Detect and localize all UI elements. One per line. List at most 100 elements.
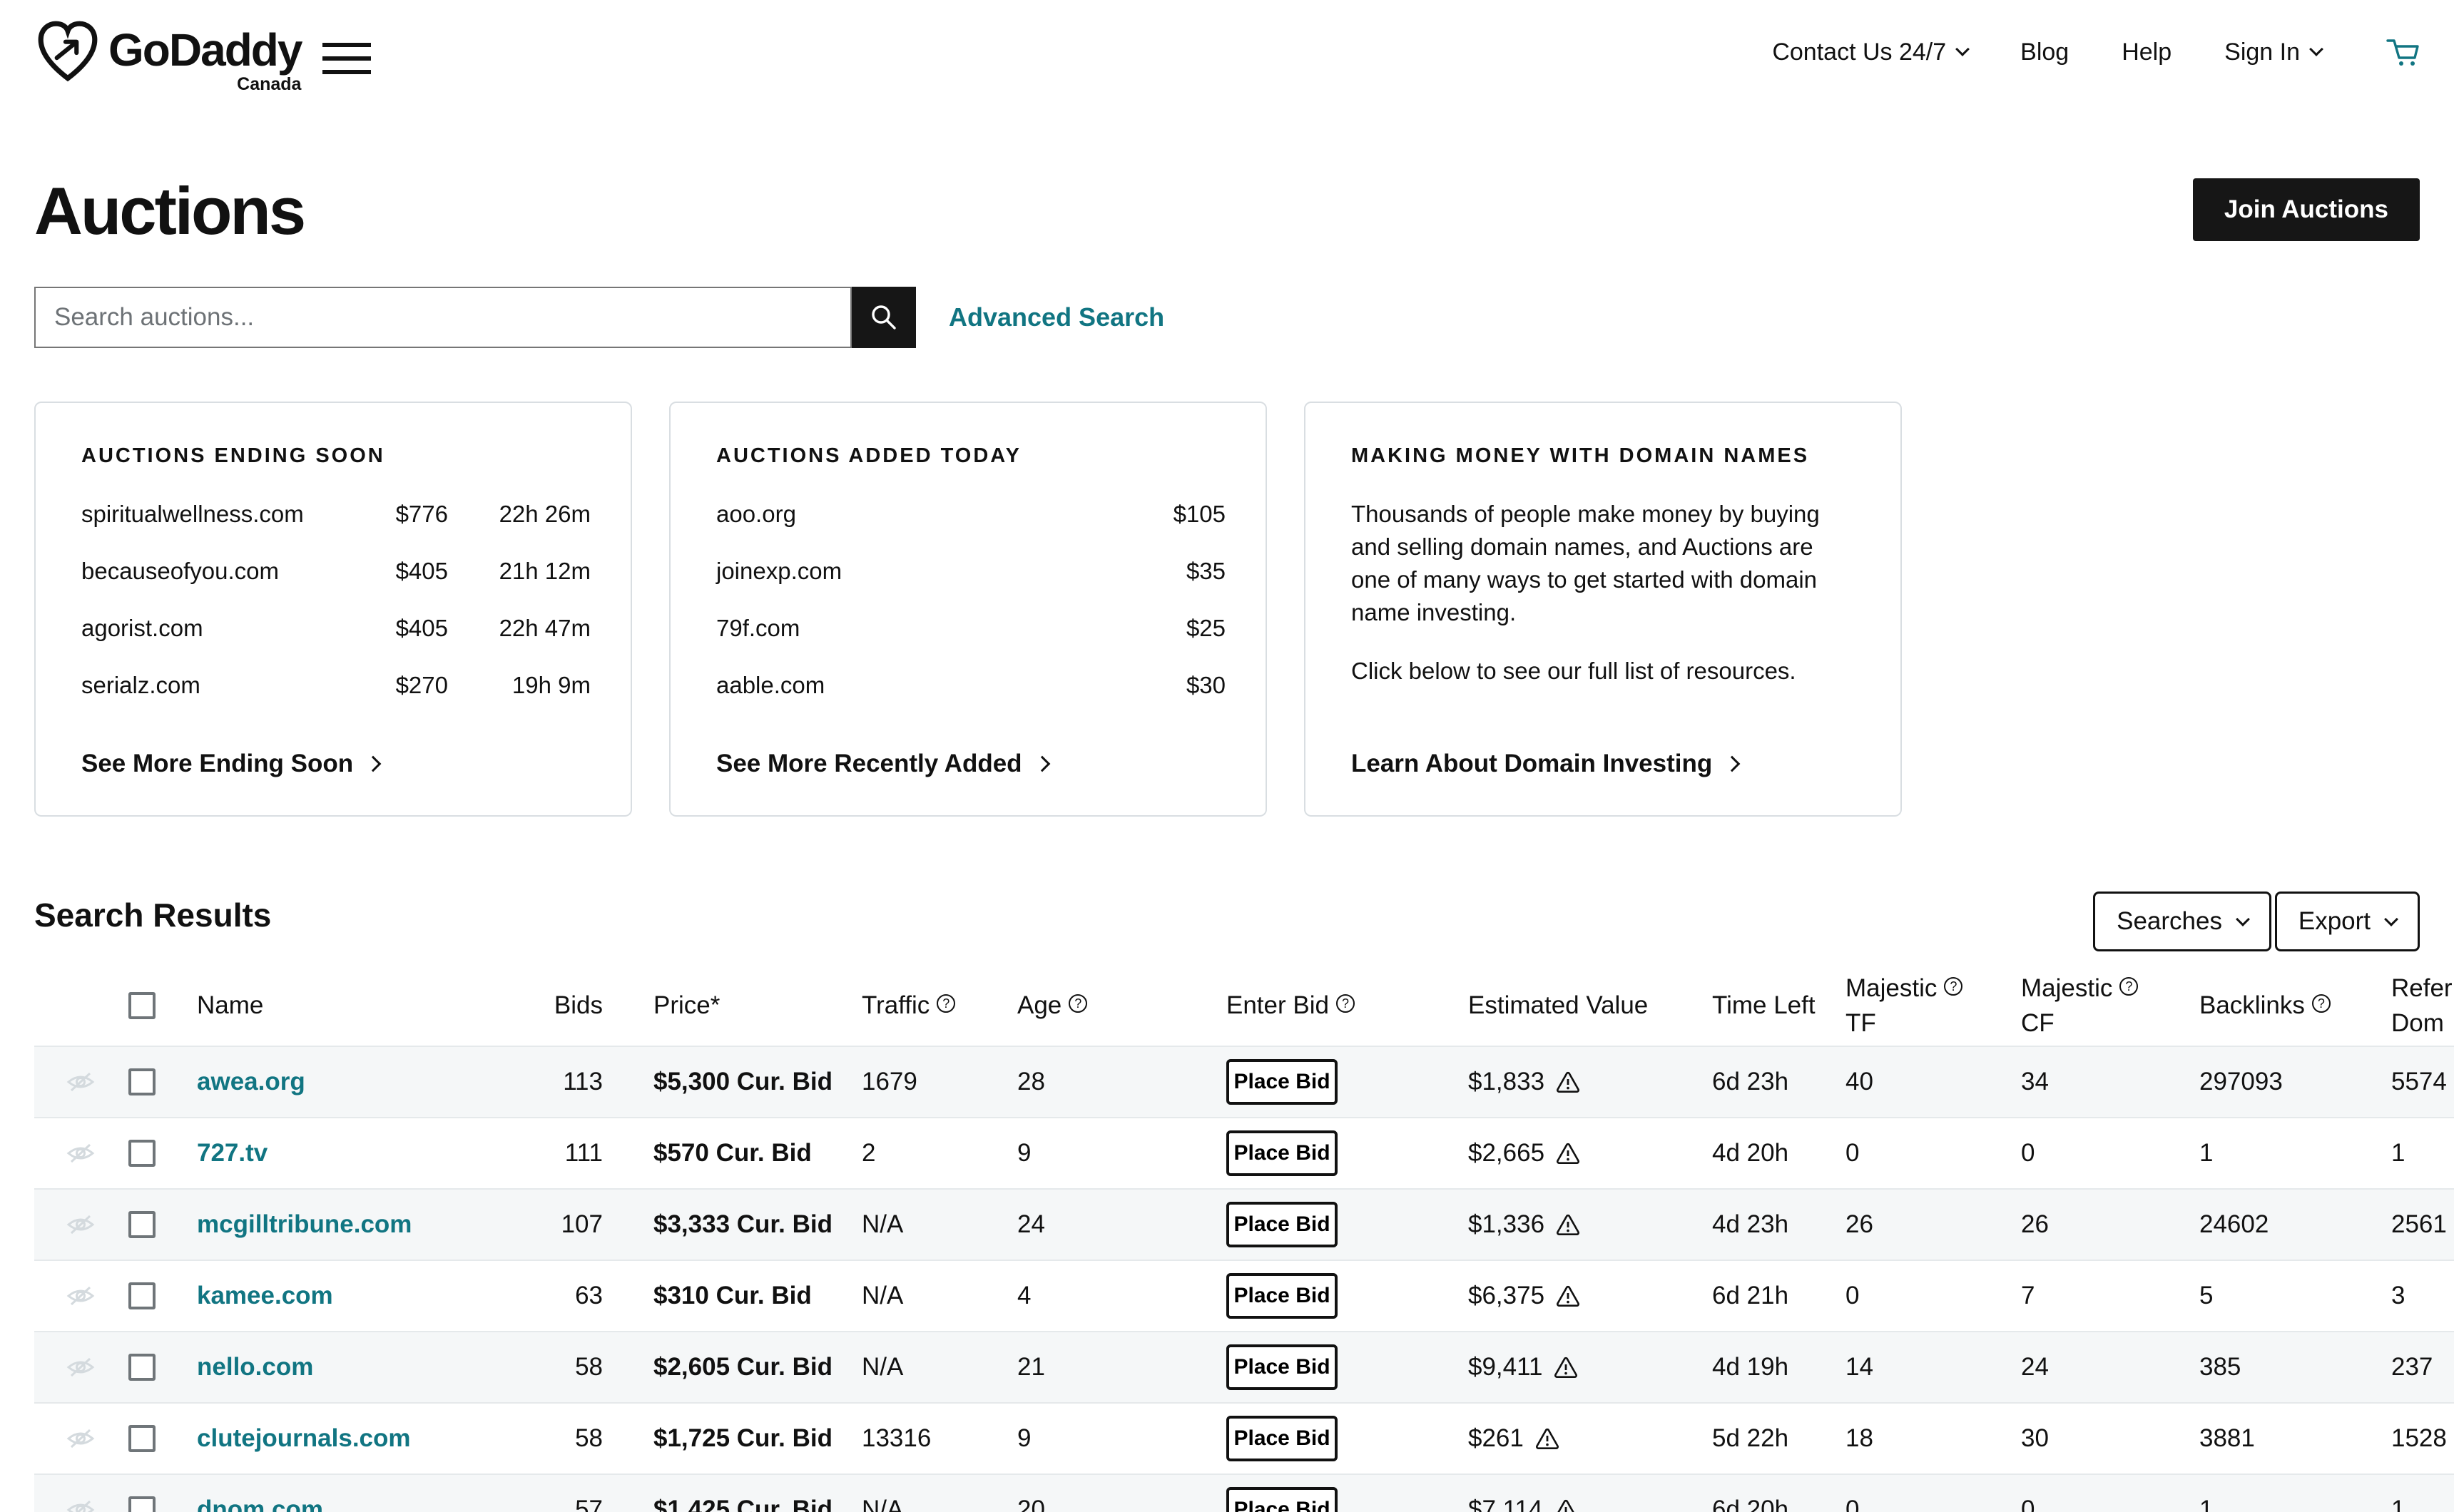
col-traffic[interactable]: Traffic? <box>849 991 1004 1020</box>
bids-value: 57 <box>575 1496 603 1512</box>
row-checkbox[interactable] <box>128 1068 156 1095</box>
search-button[interactable] <box>852 287 916 348</box>
eye-off-icon[interactable] <box>66 1428 95 1449</box>
col-bids[interactable]: Bids <box>554 991 603 1019</box>
searches-dropdown-button[interactable]: Searches <box>2093 892 2271 951</box>
col-backlinks[interactable]: Backlinks? <box>2199 991 2391 1020</box>
help-icon[interactable]: ? <box>1335 994 1355 1013</box>
warning-icon[interactable] <box>1535 1428 1559 1450</box>
price-value: $3,333 Cur. Bid <box>653 1210 833 1238</box>
age-value: 21 <box>1017 1353 1045 1381</box>
eye-off-icon[interactable] <box>66 1285 95 1307</box>
col-estimated-value[interactable]: Estimated Value <box>1468 991 1649 1019</box>
see-more-ending-soon-link[interactable]: See More Ending Soon <box>81 750 591 778</box>
join-auctions-button[interactable]: Join Auctions <box>2192 178 2420 241</box>
majestic-tf-value: 40 <box>1845 1068 1873 1095</box>
current-price: $405 <box>395 615 448 641</box>
place-bid-button[interactable]: Place Bid <box>1226 1130 1338 1176</box>
eye-off-icon[interactable] <box>66 1071 95 1093</box>
backlinks-value: 297093 <box>2199 1068 2283 1095</box>
majestic-cf-value: 0 <box>2021 1139 2035 1167</box>
export-dropdown-button[interactable]: Export <box>2274 892 2420 951</box>
col-enter-bid[interactable]: Enter Bid? <box>1213 991 1455 1020</box>
domain-link[interactable]: clutejournals.com <box>197 1424 411 1452</box>
current-price: $105 <box>1173 501 1226 527</box>
eye-off-icon[interactable] <box>66 1357 95 1378</box>
nav-contact-us[interactable]: Contact Us 24/7 <box>1772 39 1970 66</box>
eye-off-icon[interactable] <box>66 1143 95 1164</box>
advanced-search-link[interactable]: Advanced Search <box>949 302 1165 332</box>
time-remaining: 22h 47m <box>499 615 591 641</box>
eye-off-icon[interactable] <box>66 1214 95 1235</box>
table-row: mcgilltribune.com 107 $3,333 Cur. Bid N/… <box>34 1188 2454 1260</box>
chevron-down-icon <box>2236 912 2250 926</box>
card-ending-soon: AUCTIONS ENDING SOON spiritualwellness.c… <box>34 402 632 817</box>
help-icon[interactable]: ? <box>2311 994 2331 1013</box>
see-more-recently-added-link[interactable]: See More Recently Added <box>716 750 1226 778</box>
row-checkbox[interactable] <box>128 1140 156 1167</box>
menu-hamburger-icon[interactable] <box>322 43 371 74</box>
list-item: aable.com $30 <box>716 672 1226 699</box>
learn-domain-investing-link[interactable]: Learn About Domain Investing <box>1351 750 1860 778</box>
place-bid-button[interactable]: Place Bid <box>1226 1344 1338 1390</box>
price-value: $1,425 Cur. Bid <box>653 1496 833 1512</box>
nav-help[interactable]: Help <box>2122 38 2172 66</box>
time-remaining: 21h 12m <box>499 558 591 584</box>
col-referring-domains[interactable]: Refer Dom <box>2391 974 2453 1037</box>
place-bid-button[interactable]: Place Bid <box>1226 1059 1338 1105</box>
warning-icon[interactable] <box>1554 1499 1578 1512</box>
age-value: 4 <box>1017 1282 1032 1309</box>
cart-icon[interactable] <box>2386 36 2420 68</box>
domain-link[interactable]: kamee.com <box>197 1282 333 1309</box>
domain-link[interactable]: awea.org <box>197 1068 305 1095</box>
place-bid-button[interactable]: Place Bid <box>1226 1202 1338 1247</box>
row-checkbox[interactable] <box>128 1211 156 1238</box>
godaddy-heart-icon <box>38 21 98 82</box>
col-majestic-tf[interactable]: Majestic? TF <box>1845 971 2021 1041</box>
row-checkbox[interactable] <box>128 1496 156 1512</box>
help-icon[interactable]: ? <box>937 994 956 1013</box>
select-all-checkbox[interactable] <box>128 992 156 1019</box>
warning-icon[interactable] <box>1556 1071 1580 1093</box>
referring-domains-value: 1528 <box>2391 1424 2447 1452</box>
domain-link[interactable]: nello.com <box>197 1353 314 1381</box>
row-checkbox[interactable] <box>128 1354 156 1381</box>
eye-off-icon[interactable] <box>66 1499 95 1512</box>
estimated-value: $7,114 <box>1468 1496 1543 1512</box>
warning-icon[interactable] <box>1554 1357 1578 1379</box>
col-time-left[interactable]: Time Left <box>1712 991 1816 1019</box>
col-name[interactable]: Name <box>197 991 264 1019</box>
place-bid-button[interactable]: Place Bid <box>1226 1487 1338 1512</box>
nav-sign-in[interactable]: Sign In <box>2224 39 2323 66</box>
help-icon[interactable]: ? <box>1944 977 1963 996</box>
time-left-value: 6d 20h <box>1712 1496 1789 1512</box>
help-icon[interactable]: ? <box>1069 994 1088 1013</box>
warning-icon[interactable] <box>1556 1143 1580 1165</box>
godaddy-logo[interactable]: GoDaddy Canada <box>34 19 302 95</box>
nav-blog[interactable]: Blog <box>2020 38 2069 66</box>
majestic-cf-value: 34 <box>2021 1068 2049 1095</box>
referring-domains-value: 3 <box>2391 1282 2405 1309</box>
bids-value: 111 <box>564 1139 603 1167</box>
warning-icon[interactable] <box>1556 1285 1580 1307</box>
price-value: $2,605 Cur. Bid <box>653 1353 833 1381</box>
age-value: 9 <box>1017 1139 1032 1167</box>
place-bid-button[interactable]: Place Bid <box>1226 1273 1338 1319</box>
row-checkbox[interactable] <box>128 1425 156 1452</box>
domain-link[interactable]: mcgilltribune.com <box>197 1210 412 1238</box>
referring-domains-value: 2561 <box>2391 1210 2447 1238</box>
col-price[interactable]: Price* <box>653 991 721 1019</box>
col-age[interactable]: Age? <box>1004 991 1213 1020</box>
domain-link[interactable]: 727.tv <box>197 1139 268 1167</box>
row-checkbox[interactable] <box>128 1282 156 1309</box>
referring-domains-value: 1 <box>2391 1496 2405 1512</box>
time-left-value: 4d 23h <box>1712 1210 1789 1238</box>
search-input[interactable] <box>34 287 852 348</box>
time-left-value: 4d 19h <box>1712 1353 1789 1381</box>
age-value: 9 <box>1017 1424 1032 1452</box>
col-majestic-cf[interactable]: Majestic? CF <box>2021 971 2199 1041</box>
place-bid-button[interactable]: Place Bid <box>1226 1416 1338 1461</box>
help-icon[interactable]: ? <box>2119 977 2139 996</box>
warning-icon[interactable] <box>1556 1214 1580 1236</box>
domain-link[interactable]: dnom.com <box>197 1496 323 1512</box>
